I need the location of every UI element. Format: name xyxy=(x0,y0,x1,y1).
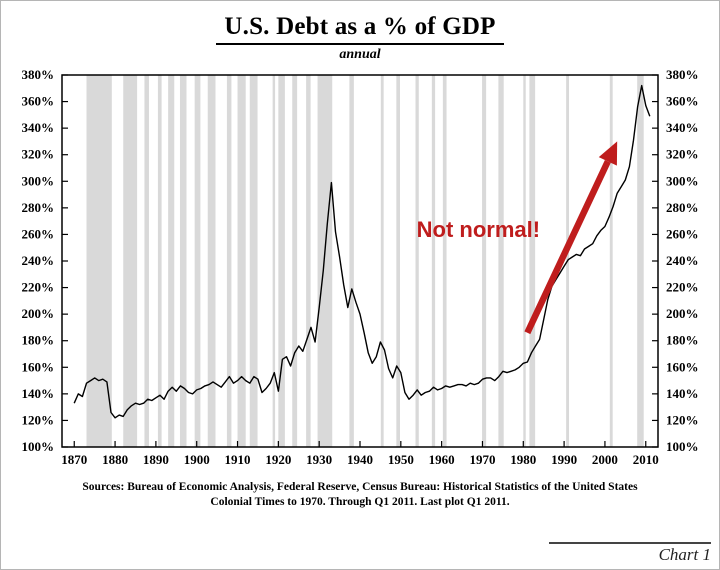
recession-band xyxy=(523,75,526,447)
x-tick-label: 1910 xyxy=(225,452,251,467)
y-tick-label-left: 360% xyxy=(22,94,55,109)
recession-band xyxy=(317,75,333,447)
recession-band xyxy=(123,75,138,447)
y-tick-label-right: 380% xyxy=(666,67,699,82)
source-note: Sources: Bureau of Economic Analysis, Fe… xyxy=(1,480,719,510)
y-tick-label-left: 120% xyxy=(22,412,55,427)
recession-band xyxy=(609,75,613,447)
x-tick-label: 1990 xyxy=(551,452,577,467)
y-tick-label-right: 220% xyxy=(666,280,699,295)
y-tick-label-right: 140% xyxy=(666,386,699,401)
recession-band xyxy=(157,75,162,447)
y-tick-label-right: 100% xyxy=(666,439,699,454)
chart-header: U.S. Debt as a % of GDP xyxy=(1,1,719,45)
y-tick-label-left: 280% xyxy=(22,200,55,215)
recession-band xyxy=(194,75,201,447)
y-tick-label-right: 320% xyxy=(666,147,699,162)
y-tick-label-left: 260% xyxy=(22,226,55,241)
x-tick-label: 1970 xyxy=(469,452,495,467)
recession-band xyxy=(529,75,536,447)
source-note-line2: Colonial Times to 1970. Through Q1 2011.… xyxy=(210,496,510,508)
recession-band xyxy=(380,75,384,447)
x-tick-label: 1880 xyxy=(102,452,128,467)
y-tick-label-right: 280% xyxy=(666,200,699,215)
y-tick-label-left: 300% xyxy=(22,173,55,188)
y-tick-label-left: 100% xyxy=(22,439,55,454)
recession-band xyxy=(237,75,246,447)
y-tick-label-left: 200% xyxy=(22,306,55,321)
recession-band xyxy=(349,75,354,447)
recession-band xyxy=(396,75,401,447)
chart-caption: Chart 1 xyxy=(658,545,711,564)
x-tick-label: 1920 xyxy=(265,452,291,467)
recession-band xyxy=(498,75,504,447)
recession-band xyxy=(278,75,285,447)
y-tick-label-right: 200% xyxy=(666,306,699,321)
annotation-arrow-shaft xyxy=(524,159,611,335)
y-tick-label-left: 320% xyxy=(22,147,55,162)
y-tick-label-left: 140% xyxy=(22,386,55,401)
annotation-arrow-head xyxy=(598,141,618,166)
y-tick-label-right: 180% xyxy=(666,333,699,348)
y-tick-label-right: 160% xyxy=(666,359,699,374)
recession-band xyxy=(179,75,187,447)
x-tick-label: 2000 xyxy=(592,452,618,467)
recession-band xyxy=(482,75,487,447)
recession-band xyxy=(144,75,149,447)
recession-band xyxy=(272,75,276,447)
y-tick-label-right: 260% xyxy=(666,226,699,241)
recession-band xyxy=(292,75,298,447)
y-tick-label-left: 220% xyxy=(22,280,55,295)
x-tick-label: 1900 xyxy=(184,452,210,467)
y-tick-label-right: 300% xyxy=(666,173,699,188)
chart-caption-rule: Chart 1 xyxy=(549,542,711,565)
y-tick-label-left: 240% xyxy=(22,253,55,268)
x-tick-label: 1960 xyxy=(429,452,455,467)
recession-band xyxy=(415,75,419,447)
x-tick-label: 1940 xyxy=(347,452,373,467)
annotation-text: Not normal! xyxy=(417,217,540,242)
y-tick-label-left: 380% xyxy=(22,67,55,82)
x-tick-label: 1870 xyxy=(61,452,87,467)
recession-band xyxy=(249,75,258,447)
x-tick-label: 1950 xyxy=(388,452,414,467)
y-tick-label-left: 340% xyxy=(22,120,55,135)
y-tick-label-right: 360% xyxy=(666,94,699,109)
recession-band xyxy=(207,75,216,447)
y-tick-label-right: 240% xyxy=(666,253,699,268)
y-tick-label-left: 180% xyxy=(22,333,55,348)
x-tick-label: 1930 xyxy=(306,452,332,467)
x-tick-label: 1980 xyxy=(510,452,536,467)
y-tick-label-right: 340% xyxy=(666,120,699,135)
recession-band xyxy=(306,75,311,447)
y-tick-label-right: 120% xyxy=(666,412,699,427)
x-tick-label: 2010 xyxy=(633,452,659,467)
recession-band xyxy=(226,75,232,447)
chart-title: U.S. Debt as a % of GDP xyxy=(216,13,504,45)
recession-band xyxy=(637,75,644,447)
debt-gdp-line-chart: 100% 100% 120% 120% 140% 140% 160% 160% 180% 180%… xyxy=(22,67,699,467)
recession-band xyxy=(442,75,447,447)
x-tick-label: 1890 xyxy=(143,452,169,467)
chart-subtitle: annual xyxy=(339,47,381,62)
recession-band xyxy=(431,75,436,447)
y-tick-label-left: 160% xyxy=(22,359,55,374)
source-note-line1: Sources: Bureau of Economic Analysis, Fe… xyxy=(82,481,638,493)
recession-band xyxy=(168,75,175,447)
